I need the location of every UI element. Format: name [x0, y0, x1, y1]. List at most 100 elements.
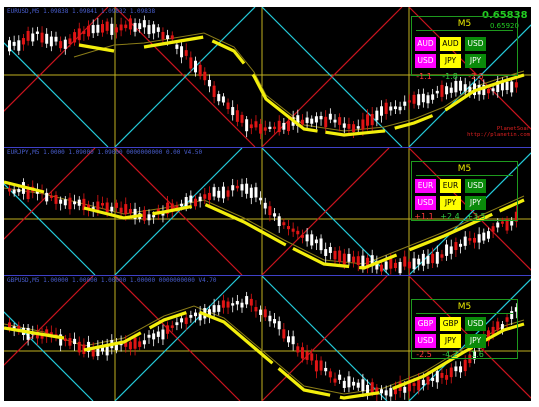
candle-body — [389, 257, 393, 269]
candle-body — [12, 189, 16, 194]
candle-body — [217, 305, 221, 312]
candle-body — [287, 120, 290, 132]
candle-body — [49, 36, 53, 47]
candle-body — [8, 40, 11, 52]
candle-body — [96, 24, 100, 33]
candle-body — [240, 184, 244, 191]
moving-average-thick — [83, 308, 525, 400]
candle-body — [49, 195, 53, 198]
candle-body — [305, 117, 309, 123]
candle-body — [398, 262, 402, 274]
candle-body — [338, 374, 342, 380]
pair-cell[interactable]: AUD — [415, 37, 436, 51]
gann-diagonal-line — [114, 276, 241, 401]
pair-cell[interactable]: EUR — [440, 179, 461, 193]
candle-body — [296, 346, 300, 353]
pair-cell[interactable]: JPY — [440, 196, 461, 210]
candle-body — [277, 120, 281, 133]
candle-body — [333, 250, 337, 260]
candle-body — [268, 315, 272, 322]
candle-body — [384, 261, 388, 270]
candle-body — [59, 41, 63, 49]
candle-body — [203, 194, 207, 199]
pair-cell[interactable]: USD — [465, 179, 486, 193]
candle-body — [207, 192, 211, 200]
candle-body — [486, 231, 490, 239]
candle-body — [87, 341, 91, 352]
candle-body — [282, 329, 286, 339]
candle-body — [366, 257, 370, 269]
pair-cell[interactable]: USD — [465, 317, 486, 331]
timeframe-label: M5 — [457, 302, 472, 312]
candle-body — [184, 197, 188, 209]
moving-average-thick — [4, 326, 65, 340]
candle-body — [101, 203, 104, 206]
candle-body — [175, 322, 179, 326]
candle-body — [152, 214, 156, 218]
pair-cell[interactable]: JPY — [465, 54, 486, 68]
candle-body — [45, 329, 49, 337]
candle-body — [407, 261, 411, 269]
candle-body — [370, 255, 374, 267]
candle-body — [180, 318, 184, 323]
candle-body — [21, 38, 25, 45]
candle-body — [431, 94, 435, 100]
box-divider — [416, 175, 513, 176]
candle-body — [124, 24, 128, 29]
panel-title: EURUSD,M5 1.09838 1.09841 1.09832 1.0983… — [7, 8, 156, 15]
gann-diagonal-line — [4, 148, 96, 240]
pair-cell[interactable]: USD — [415, 196, 436, 210]
candle-body — [212, 85, 216, 97]
candle-body — [342, 123, 346, 128]
candle-body — [486, 88, 490, 94]
candle-body — [421, 93, 425, 103]
candle-body — [477, 234, 481, 243]
panel-title: EURJPY,M5 1.0000 1.09000 1.09000 0000000… — [7, 149, 203, 156]
candle-body — [217, 190, 221, 198]
candle-body — [426, 95, 430, 104]
pair-cell[interactable]: JPY — [465, 196, 486, 210]
pair-cell[interactable]: USD — [415, 334, 436, 348]
pair-cell[interactable]: JPY — [440, 54, 461, 68]
candle-body — [128, 341, 132, 350]
candle-body — [277, 321, 281, 330]
diff-value: -1.8 — [442, 72, 458, 81]
candle-body — [384, 102, 388, 114]
currency-strength-box-bottom: M5 GBP GBP USD USD JPY JPY — [411, 299, 518, 359]
candle-body — [449, 87, 453, 93]
candle-body — [417, 94, 421, 106]
candle-body — [142, 209, 146, 221]
candle-body — [273, 319, 277, 324]
candle-body — [333, 378, 337, 383]
currency-strength-box-middle: M5 EUR EUR USD USD JPY JPY — [411, 161, 518, 221]
chart-panel-middle[interactable]: EURJPY,M5 1.0000 1.09000 1.09000 0000000… — [4, 148, 531, 275]
pair-cell[interactable]: EUR — [415, 179, 436, 193]
candle-body — [263, 309, 267, 318]
diff-value: -4.2 — [442, 350, 458, 359]
pair-cell[interactable]: USD — [465, 37, 486, 51]
candle-body — [235, 301, 239, 305]
candle-body — [300, 347, 304, 359]
candle-body — [249, 298, 253, 306]
candle-body — [68, 338, 72, 346]
pair-cell[interactable]: GBP — [415, 317, 436, 331]
brand-url: http://planetin.com — [467, 132, 530, 138]
candle-body — [417, 258, 421, 265]
candle-body — [342, 253, 346, 265]
candle-body — [114, 27, 118, 33]
pair-cell[interactable]: JPY — [440, 334, 461, 348]
pair-cell[interactable]: USD — [415, 54, 436, 68]
candle-body — [259, 309, 263, 315]
candle-body — [114, 202, 118, 208]
candle-body — [287, 226, 290, 230]
candle-body — [435, 90, 439, 94]
pair-cell[interactable]: JPY — [465, 334, 486, 348]
pair-cell[interactable]: GBP — [440, 317, 461, 331]
candle-body — [189, 315, 193, 318]
candle-body — [217, 94, 221, 102]
diff-value: -1.6 — [468, 350, 484, 359]
candle-body — [505, 219, 509, 231]
candle-body — [496, 321, 500, 331]
pair-cell[interactable]: AUD — [440, 37, 461, 51]
candle-body — [170, 35, 174, 40]
